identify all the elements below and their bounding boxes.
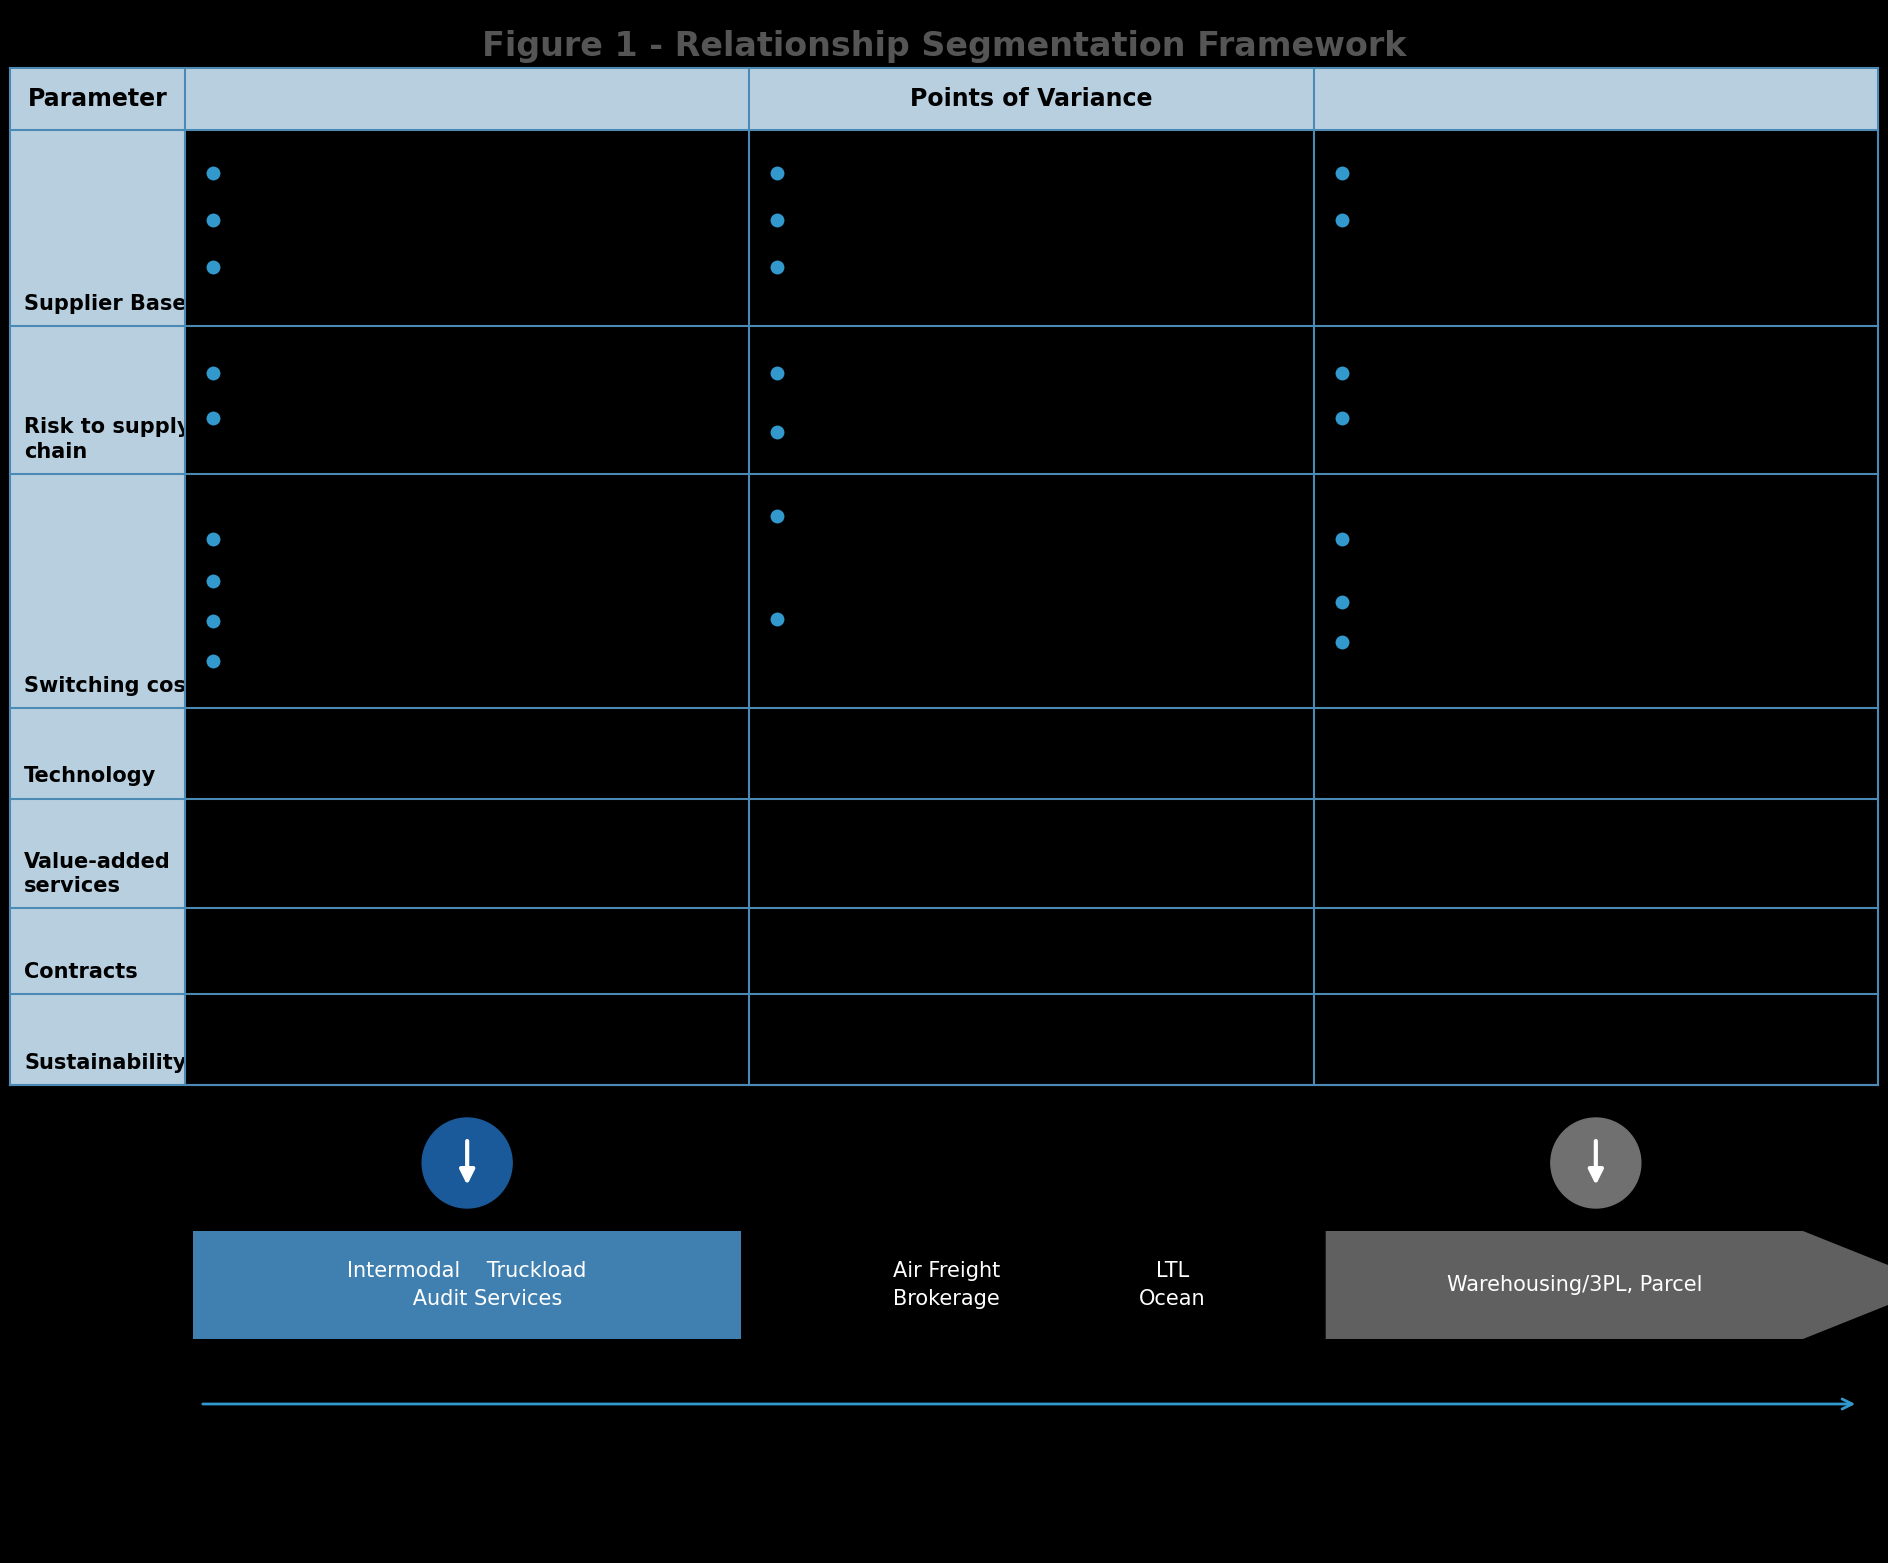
Circle shape <box>1550 1118 1641 1208</box>
Text: Air Freight
Brokerage: Air Freight Brokerage <box>893 1261 1001 1308</box>
Bar <box>9 799 185 908</box>
Text: Risk to supply
chain: Risk to supply chain <box>25 417 191 461</box>
Bar <box>1314 474 1879 708</box>
Bar <box>185 994 750 1085</box>
Bar <box>750 994 1314 1085</box>
Text: Supplier Base: Supplier Base <box>25 294 187 314</box>
Bar <box>750 325 1314 474</box>
Bar <box>1314 130 1879 325</box>
Text: LTL
Ocean: LTL Ocean <box>1138 1261 1206 1308</box>
Bar <box>1314 799 1879 908</box>
Circle shape <box>423 1118 512 1208</box>
Bar <box>750 799 1314 908</box>
Bar <box>1314 994 1879 1085</box>
Text: Value-added
services: Value-added services <box>25 852 170 896</box>
Bar <box>9 130 185 325</box>
Bar <box>185 474 750 708</box>
Bar <box>185 130 750 325</box>
Bar <box>9 474 185 708</box>
Bar <box>1314 708 1879 799</box>
Bar <box>750 908 1314 994</box>
Polygon shape <box>1325 1232 1888 1339</box>
Text: Warehousing/3PL, Parcel: Warehousing/3PL, Parcel <box>1446 1275 1703 1296</box>
Bar <box>750 130 1314 325</box>
Bar <box>750 474 1314 708</box>
Bar <box>9 69 1879 130</box>
Bar <box>185 325 750 474</box>
Text: Sustainability: Sustainability <box>25 1053 187 1074</box>
Text: Technology: Technology <box>25 766 157 786</box>
Bar <box>9 325 185 474</box>
Text: Contracts: Contracts <box>25 963 138 982</box>
Text: Parameter: Parameter <box>28 88 168 111</box>
Bar <box>185 708 750 799</box>
Bar <box>750 708 1314 799</box>
Bar <box>1314 325 1879 474</box>
Text: Intermodal    Truckload
      Audit Services: Intermodal Truckload Audit Services <box>347 1261 587 1308</box>
Bar <box>185 908 750 994</box>
Text: Points of Variance: Points of Variance <box>910 88 1154 111</box>
Bar <box>9 708 185 799</box>
Bar <box>1314 908 1879 994</box>
Bar <box>193 1232 742 1339</box>
Bar <box>9 908 185 994</box>
Text: Figure 1 - Relationship Segmentation Framework: Figure 1 - Relationship Segmentation Fra… <box>481 30 1407 63</box>
Bar <box>9 994 185 1085</box>
Bar <box>185 799 750 908</box>
Text: Switching cost: Switching cost <box>25 675 196 696</box>
